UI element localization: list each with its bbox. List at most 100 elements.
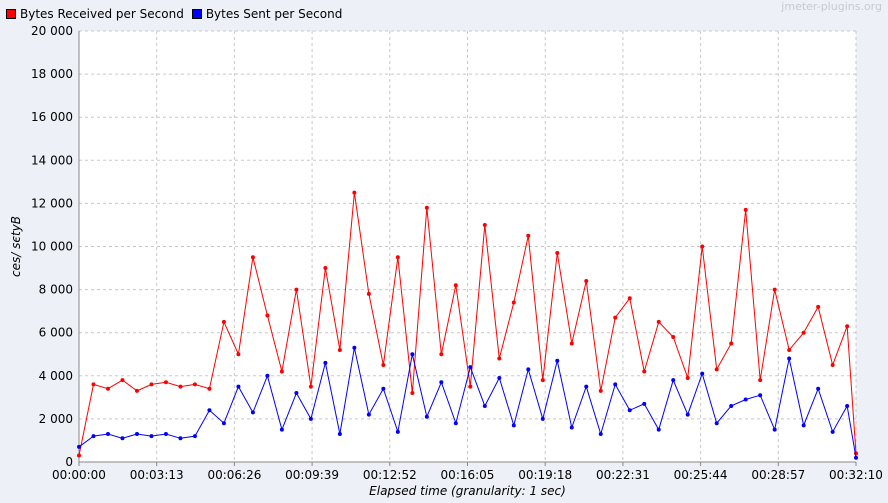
data-point-0	[221, 319, 226, 324]
legend: Bytes Received per Second Bytes Sent per…	[6, 6, 350, 22]
data-point-1	[178, 436, 183, 441]
data-point-1	[308, 416, 313, 421]
data-point-0	[772, 287, 777, 292]
data-point-1	[279, 427, 284, 432]
legend-item-sent: Bytes Sent per Second	[191, 7, 343, 21]
data-point-0	[279, 369, 284, 374]
data-point-0	[511, 300, 516, 305]
data-point-0	[192, 382, 197, 387]
data-point-1	[352, 345, 357, 350]
data-point-0	[671, 335, 676, 340]
data-point-0	[308, 384, 313, 389]
data-point-0	[729, 341, 734, 346]
data-point-1	[207, 408, 212, 413]
data-point-0	[627, 296, 632, 301]
y-tick-label: 18 000	[31, 67, 73, 81]
data-point-0	[758, 378, 763, 383]
data-point-0	[323, 266, 328, 271]
data-point-1	[555, 358, 560, 363]
data-point-1	[526, 367, 531, 372]
data-point-1	[163, 431, 168, 436]
data-point-1	[714, 421, 719, 426]
data-point-0	[149, 382, 154, 387]
data-point-1	[192, 434, 197, 439]
data-point-0	[163, 380, 168, 385]
data-point-1	[91, 434, 96, 439]
data-point-0	[134, 388, 139, 393]
data-point-0	[656, 319, 661, 324]
y-tick-label: 20 000	[31, 24, 73, 38]
x-axis-title: Elapsed time (granularity: 1 sec)	[369, 484, 566, 498]
y-tick-label: 14 000	[31, 153, 73, 167]
data-point-1	[642, 401, 647, 406]
data-point-1	[395, 429, 400, 434]
y-tick-label: 6 000	[39, 326, 73, 340]
data-point-1	[221, 421, 226, 426]
data-point-1	[511, 423, 516, 428]
data-point-0	[236, 352, 241, 357]
data-point-0	[497, 356, 502, 361]
x-tick-label: 00:00:00	[52, 468, 106, 482]
x-tick-label: 00:16:05	[441, 468, 495, 482]
data-point-0	[91, 382, 96, 387]
data-point-1	[700, 371, 705, 376]
data-point-0	[77, 453, 81, 458]
data-point-0	[584, 278, 589, 283]
data-point-0	[352, 190, 357, 195]
data-point-1	[772, 427, 777, 432]
data-point-0	[830, 363, 835, 368]
x-tick-label: 00:12:52	[363, 468, 417, 482]
data-point-1	[381, 386, 386, 391]
data-point-0	[642, 369, 647, 374]
data-point-0	[787, 347, 792, 352]
data-point-1	[598, 431, 603, 436]
data-point-0	[845, 324, 850, 329]
legend-swatch-received	[6, 9, 16, 19]
y-tick-label: 16 000	[31, 110, 73, 124]
data-point-0	[120, 378, 125, 383]
y-tick-label: 4 000	[39, 369, 73, 383]
y-tick-label: 0	[65, 455, 73, 469]
legend-item-received: Bytes Received per Second	[6, 7, 184, 21]
data-point-1	[671, 378, 676, 383]
data-point-1	[105, 431, 110, 436]
y-tick-label: 10 000	[31, 240, 73, 254]
legend-label-received: Bytes Received per Second	[20, 7, 184, 21]
data-point-0	[439, 352, 444, 357]
x-tick-label: 00:19:18	[518, 468, 572, 482]
data-point-1	[337, 431, 342, 436]
legend-swatch-sent	[191, 9, 202, 19]
data-point-1	[453, 421, 458, 426]
data-point-0	[526, 233, 531, 238]
data-point-1	[323, 360, 328, 365]
data-point-1	[468, 365, 473, 370]
data-point-0	[468, 384, 473, 389]
data-point-1	[424, 414, 429, 419]
x-tick-label: 00:03:13	[130, 468, 184, 482]
data-point-0	[410, 391, 415, 396]
data-point-1	[250, 410, 255, 415]
data-point-0	[482, 222, 487, 227]
data-point-1	[830, 429, 835, 434]
data-point-0	[366, 291, 371, 296]
y-tick-label: 2 000	[39, 412, 73, 426]
data-point-0	[250, 255, 255, 260]
x-tick-label: 00:25:44	[674, 468, 728, 482]
data-point-1	[236, 384, 241, 389]
data-point-0	[714, 367, 719, 372]
y-tick-label: 8 000	[39, 283, 73, 297]
legend-label-sent: Bytes Sent per Second	[205, 7, 343, 21]
y-axis-title: ces/ sєtyB	[9, 216, 23, 277]
data-point-1	[801, 423, 806, 428]
data-point-0	[743, 207, 748, 212]
data-point-1	[569, 425, 574, 430]
data-point-1	[787, 356, 792, 361]
data-point-0	[540, 378, 545, 383]
data-point-0	[555, 250, 560, 255]
data-point-0	[207, 386, 212, 391]
data-point-0	[424, 205, 429, 210]
data-point-0	[685, 375, 690, 380]
data-point-1	[366, 412, 371, 417]
